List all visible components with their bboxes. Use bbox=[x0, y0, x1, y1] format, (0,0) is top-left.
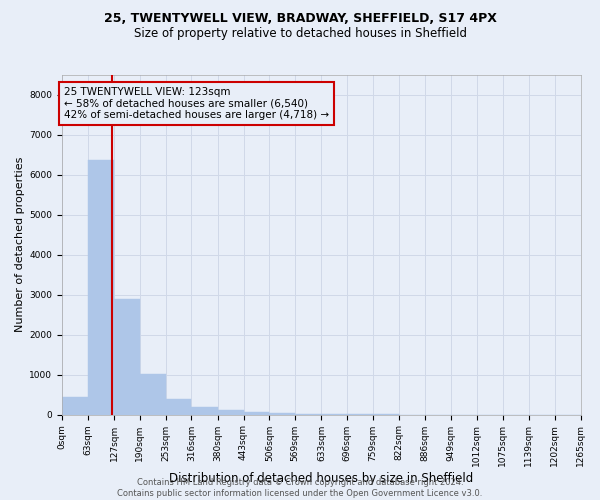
Text: Size of property relative to detached houses in Sheffield: Size of property relative to detached ho… bbox=[133, 28, 467, 40]
Bar bbox=[88, 160, 114, 414]
Bar bbox=[244, 412, 269, 414]
Bar bbox=[114, 298, 140, 414]
Text: Contains HM Land Registry data © Crown copyright and database right 2024.
Contai: Contains HM Land Registry data © Crown c… bbox=[118, 478, 482, 498]
Text: 25 TWENTYWELL VIEW: 123sqm
← 58% of detached houses are smaller (6,540)
42% of s: 25 TWENTYWELL VIEW: 123sqm ← 58% of deta… bbox=[64, 87, 329, 120]
Bar bbox=[62, 398, 88, 414]
Bar bbox=[191, 406, 218, 414]
Y-axis label: Number of detached properties: Number of detached properties bbox=[15, 157, 25, 332]
Bar bbox=[218, 410, 244, 414]
Bar bbox=[140, 374, 166, 414]
X-axis label: Distribution of detached houses by size in Sheffield: Distribution of detached houses by size … bbox=[169, 472, 473, 485]
Bar bbox=[166, 400, 191, 414]
Text: 25, TWENTYWELL VIEW, BRADWAY, SHEFFIELD, S17 4PX: 25, TWENTYWELL VIEW, BRADWAY, SHEFFIELD,… bbox=[104, 12, 496, 26]
